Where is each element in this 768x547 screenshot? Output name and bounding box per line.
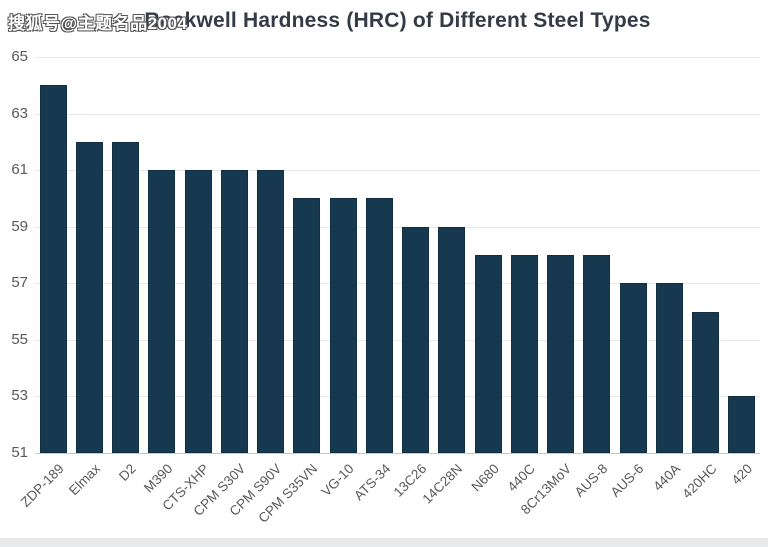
x-tick-label-440c: 440C xyxy=(504,461,538,495)
bar-420hc xyxy=(692,311,720,453)
bar-elmax xyxy=(75,141,103,453)
x-tick-label-14c28n: 14C28N xyxy=(419,461,466,507)
gridline-55 xyxy=(35,339,760,341)
x-tick-label-aus-8: AUS-8 xyxy=(571,461,611,500)
gridline-63 xyxy=(35,113,760,115)
bar-n680 xyxy=(474,255,502,453)
bar-cpm-s90v xyxy=(257,170,285,453)
y-tick-label-51: 51 xyxy=(11,444,28,461)
x-tick-label-420hc: 420HC xyxy=(678,461,720,502)
bar-440a xyxy=(655,283,683,453)
bar-420 xyxy=(728,396,756,453)
bar-14c28n xyxy=(438,226,466,453)
bar-zdp-189 xyxy=(39,85,67,453)
bar-aus-8 xyxy=(583,255,611,453)
bar-ats-34 xyxy=(365,198,393,453)
x-tick-label-elmax: Elmax xyxy=(65,461,103,499)
y-tick-label-65: 65 xyxy=(11,48,28,65)
x-tick-label-420: 420 xyxy=(728,461,756,488)
y-tick-label-57: 57 xyxy=(11,274,28,292)
watermark: 搜狐号@主题名品2004 xyxy=(8,14,188,33)
bar-440c xyxy=(510,255,538,453)
bar-d2 xyxy=(112,141,140,453)
gridline-59 xyxy=(35,226,760,228)
x-tick-label-440a: 440A xyxy=(650,461,683,494)
bar-m390 xyxy=(148,170,176,453)
bar-vg-10 xyxy=(329,198,357,453)
bottom-strip xyxy=(0,538,768,547)
x-tick-label-ats-34: ATS-34 xyxy=(350,461,393,504)
gridline-61 xyxy=(35,170,760,172)
chart-title: Rockwell Hardness (HRC) of Different Ste… xyxy=(144,9,651,32)
x-tick-label-d2: D2 xyxy=(116,461,140,484)
y-tick-label-55: 55 xyxy=(11,330,28,348)
gridline-57 xyxy=(35,283,760,285)
gridline-65 xyxy=(35,57,760,58)
gridline-53 xyxy=(35,396,760,398)
x-tick-label-aus-6: AUS-6 xyxy=(608,461,647,500)
y-tick-label-53: 53 xyxy=(11,387,28,405)
bar-8cr13mov xyxy=(547,255,575,453)
bar-aus-6 xyxy=(619,283,647,453)
plot-area xyxy=(35,57,760,454)
bar-cpm-s35vn xyxy=(293,198,321,453)
bar-cpm-s30v xyxy=(220,170,248,453)
bar-13c26 xyxy=(402,226,430,453)
x-tick-label-n680: N680 xyxy=(468,461,502,495)
bar-cts-xhp xyxy=(184,170,212,453)
y-tick-label-59: 59 xyxy=(11,217,28,235)
y-tick-label-61: 61 xyxy=(11,161,28,179)
y-tick-label-63: 63 xyxy=(11,104,28,122)
x-tick-label-zdp-189: ZDP-189 xyxy=(17,461,67,510)
